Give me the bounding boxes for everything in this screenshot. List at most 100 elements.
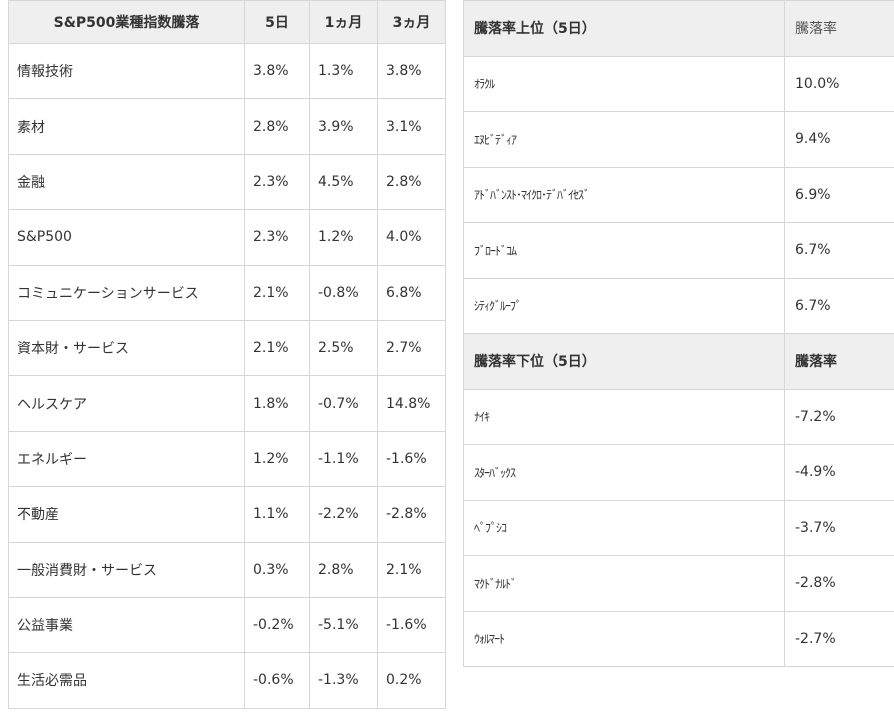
table-row: ｱﾄﾞﾊﾞﾝｽﾄ･ﾏｲｸﾛ･ﾃﾞﾊﾞｲｾｽﾞ 6.9% — [463, 166, 894, 223]
value-5d: 0.3% — [244, 541, 310, 598]
value-5d: -0.2% — [244, 596, 310, 654]
value-1m: -0.8% — [309, 264, 378, 321]
bottom-header-row: 騰落率下位（5日） 騰落率 — [463, 333, 894, 390]
table-row: 情報技術 3.8% 1.3% 3.8% — [8, 42, 446, 100]
stock-movers-table: 騰落率上位（5日） 騰落率 ｵﾗｸﾙ 10.0% ｴﾇﾋﾞﾃﾞｨｱ 9.4% ｱﾄﾞ… — [463, 0, 894, 667]
table-row: 資本財・サービス 2.1% 2.5% 2.7% — [8, 319, 446, 377]
stock-name: ﾅｲｷ — [463, 388, 785, 445]
sector-name: S&P500 — [8, 209, 245, 266]
stock-name: ｼﾃｨｸﾞﾙｰﾌﾟ — [463, 277, 785, 334]
table-row: 不動産 1.1% -2.2% -2.8% — [8, 486, 446, 543]
value-3m: 2.7% — [377, 319, 446, 377]
value-3m: 2.1% — [377, 541, 446, 598]
value-3m: -1.6% — [377, 430, 446, 488]
value-3m: 0.2% — [377, 652, 446, 709]
stock-name: ﾏｸﾄﾞﾅﾙﾄﾞ — [463, 555, 785, 612]
value-1m: 1.3% — [309, 42, 378, 100]
change-rate: 9.4% — [784, 111, 894, 168]
value-1m: -2.2% — [309, 486, 378, 543]
table-row: ﾌﾞﾛｰﾄﾞｺﾑ 6.7% — [463, 222, 894, 279]
header-5d: 5日 — [244, 0, 310, 44]
value-3m: 6.8% — [377, 264, 446, 321]
header-top-gainers: 騰落率上位（5日） — [463, 0, 785, 57]
value-1m: 4.5% — [309, 153, 378, 211]
value-1m: -1.3% — [309, 652, 378, 709]
header-3m: 3ヵ月 — [377, 0, 446, 44]
value-5d: 2.3% — [244, 209, 310, 266]
value-3m: -1.6% — [377, 596, 446, 654]
stock-name: ｱﾄﾞﾊﾞﾝｽﾄ･ﾏｲｸﾛ･ﾃﾞﾊﾞｲｾｽﾞ — [463, 166, 785, 223]
table-row: 金融 2.3% 4.5% 2.8% — [8, 153, 446, 211]
value-5d: 2.1% — [244, 264, 310, 321]
table-row: ﾏｸﾄﾞﾅﾙﾄﾞ -2.8% — [463, 555, 894, 612]
value-5d: 2.3% — [244, 153, 310, 211]
value-5d: -0.6% — [244, 652, 310, 709]
sector-name: ヘルスケア — [8, 375, 245, 432]
change-rate: -2.8% — [784, 555, 894, 612]
stock-name: ﾍﾟﾌﾟｼｺ — [463, 499, 785, 556]
table-row: エネルギー 1.2% -1.1% -1.6% — [8, 430, 446, 488]
sector-name: 生活必需品 — [8, 652, 245, 709]
table-row: コミュニケーションサービス 2.1% -0.8% 6.8% — [8, 264, 446, 321]
change-rate: 6.7% — [784, 277, 894, 334]
value-3m: 2.8% — [377, 153, 446, 211]
change-rate: 10.0% — [784, 55, 894, 112]
table-row: 素材 2.8% 3.9% 3.1% — [8, 98, 446, 155]
change-rate: -2.7% — [784, 610, 894, 667]
value-3m: 3.8% — [377, 42, 446, 100]
table-row: ｽﾀｰﾊﾞｯｸｽ -4.9% — [463, 444, 894, 501]
value-1m: 1.2% — [309, 209, 378, 266]
value-1m: 2.8% — [309, 541, 378, 598]
top-header-row: 騰落率上位（5日） 騰落率 — [463, 0, 894, 57]
value-3m: 4.0% — [377, 209, 446, 266]
table-row: 公益事業 -0.2% -5.1% -1.6% — [8, 596, 446, 654]
stock-name: ｴﾇﾋﾞﾃﾞｨｱ — [463, 111, 785, 168]
table-row: S&P500 2.3% 1.2% 4.0% — [8, 209, 446, 266]
value-1m: 3.9% — [309, 98, 378, 155]
sector-name: 金融 — [8, 153, 245, 211]
change-rate: -7.2% — [784, 388, 894, 445]
sector-name: 資本財・サービス — [8, 319, 245, 377]
header-change-rate: 騰落率 — [784, 0, 894, 57]
table-row: ﾍﾟﾌﾟｼｺ -3.7% — [463, 499, 894, 556]
header-1m: 1ヵ月 — [309, 0, 378, 44]
table-row: ｵﾗｸﾙ 10.0% — [463, 55, 894, 112]
value-3m: -2.8% — [377, 486, 446, 543]
table-row: 一般消費財・サービス 0.3% 2.8% 2.1% — [8, 541, 446, 598]
table-row: ﾅｲｷ -7.2% — [463, 388, 894, 445]
table-row: ｳｫﾙﾏｰﾄ -2.7% — [463, 610, 894, 667]
stock-name: ｳｫﾙﾏｰﾄ — [463, 610, 785, 667]
table-row: ｴﾇﾋﾞﾃﾞｨｱ 9.4% — [463, 111, 894, 168]
stock-name: ｵﾗｸﾙ — [463, 55, 785, 112]
sector-name: コミュニケーションサービス — [8, 264, 245, 321]
header-change-rate: 騰落率 — [784, 333, 894, 390]
stock-name: ｽﾀｰﾊﾞｯｸｽ — [463, 444, 785, 501]
value-5d: 1.1% — [244, 486, 310, 543]
value-1m: 2.5% — [309, 319, 378, 377]
header-sector: S&P500業種指数騰落 — [8, 0, 245, 44]
change-rate: 6.7% — [784, 222, 894, 279]
value-5d: 3.8% — [244, 42, 310, 100]
change-rate: 6.9% — [784, 166, 894, 223]
sector-name: 不動産 — [8, 486, 245, 543]
stock-name: ﾌﾞﾛｰﾄﾞｺﾑ — [463, 222, 785, 279]
value-3m: 3.1% — [377, 98, 446, 155]
header-top-losers: 騰落率下位（5日） — [463, 333, 785, 390]
value-5d: 1.2% — [244, 430, 310, 488]
table-row: 生活必需品 -0.6% -1.3% 0.2% — [8, 652, 446, 709]
table-row: ヘルスケア 1.8% -0.7% 14.8% — [8, 375, 446, 432]
change-rate: -4.9% — [784, 444, 894, 501]
value-5d: 1.8% — [244, 375, 310, 432]
value-3m: 14.8% — [377, 375, 446, 432]
sector-name: 公益事業 — [8, 596, 245, 654]
table-header-row: S&P500業種指数騰落 5日 1ヵ月 3ヵ月 — [8, 0, 446, 44]
sector-name: 一般消費財・サービス — [8, 541, 245, 598]
value-5d: 2.8% — [244, 98, 310, 155]
table-row: ｼﾃｨｸﾞﾙｰﾌﾟ 6.7% — [463, 277, 894, 334]
value-1m: -0.7% — [309, 375, 378, 432]
sector-name: 素材 — [8, 98, 245, 155]
sector-name: エネルギー — [8, 430, 245, 488]
value-5d: 2.1% — [244, 319, 310, 377]
change-rate: -3.7% — [784, 499, 894, 556]
sector-performance-table: S&P500業種指数騰落 5日 1ヵ月 3ヵ月 情報技術 3.8% 1.3% 3.8%… — [8, 0, 446, 709]
